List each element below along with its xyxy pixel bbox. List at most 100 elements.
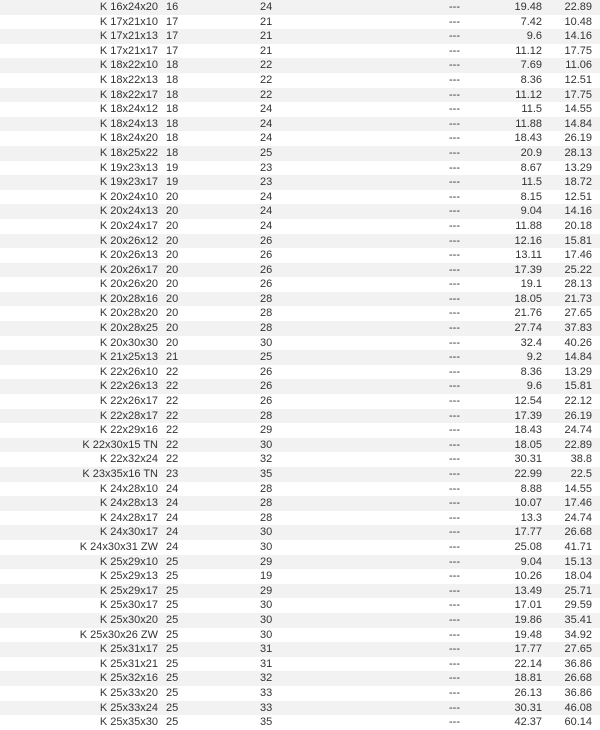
cell-dash: --- <box>390 584 464 599</box>
cell-d2: 29 <box>256 555 390 570</box>
cell-name: K 22x26x17 <box>0 394 162 409</box>
cell-dash: --- <box>390 350 464 365</box>
cell-d1: 25 <box>162 555 256 570</box>
cell-d2: 21 <box>256 29 390 44</box>
table-row: K 20x26x172026---17.3925.22 <box>0 263 600 278</box>
cell-d2: 30 <box>256 540 390 555</box>
cell-name: K 19x23x17 <box>0 175 162 190</box>
cell-d1: 24 <box>162 540 256 555</box>
cell-d2: 24 <box>256 117 390 132</box>
cell-dash: --- <box>390 29 464 44</box>
cell-p2: 21.73 <box>546 292 596 307</box>
cell-p1: 10.26 <box>464 569 546 584</box>
cell-dash: --- <box>390 88 464 103</box>
cell-name: K 20x28x20 <box>0 306 162 321</box>
cell-d2: 29 <box>256 584 390 599</box>
table-row: K 25x33x242533---30.3146.08 <box>0 701 600 716</box>
cell-d1: 22 <box>162 438 256 453</box>
cell-p1: 8.88 <box>464 482 546 497</box>
cell-p1: 25.08 <box>464 540 546 555</box>
table-row: K 24x28x102428---8.8814.55 <box>0 482 600 497</box>
cell-name: K 25x33x20 <box>0 686 162 701</box>
cell-d1: 25 <box>162 569 256 584</box>
cell-d2: 24 <box>256 190 390 205</box>
cell-p1: 32.4 <box>464 336 546 351</box>
cell-d2: 23 <box>256 161 390 176</box>
cell-name: K 24x28x17 <box>0 511 162 526</box>
cell-dash: --- <box>390 204 464 219</box>
cell-p1: 8.36 <box>464 73 546 88</box>
cell-d1: 18 <box>162 131 256 146</box>
cell-dash: --- <box>390 175 464 190</box>
cell-d1: 20 <box>162 306 256 321</box>
cell-p1: 18.43 <box>464 423 546 438</box>
cell-d2: 30 <box>256 598 390 613</box>
cell-name: K 20x26x20 <box>0 277 162 292</box>
cell-name: K 18x22x13 <box>0 73 162 88</box>
cell-p1: 19.48 <box>464 628 546 643</box>
cell-dash: --- <box>390 131 464 146</box>
cell-p2: 27.65 <box>546 642 596 657</box>
cell-p2: 26.68 <box>546 525 596 540</box>
cell-p1: 17.01 <box>464 598 546 613</box>
cell-d2: 22 <box>256 73 390 88</box>
cell-p2: 14.55 <box>546 482 596 497</box>
cell-d1: 20 <box>162 277 256 292</box>
cell-p1: 27.74 <box>464 321 546 336</box>
cell-d2: 24 <box>256 102 390 117</box>
cell-name: K 25x35x30 <box>0 715 162 730</box>
cell-name: K 25x33x24 <box>0 701 162 716</box>
table-row: K 16x24x201624---19.4822.89 <box>0 0 600 15</box>
cell-name: K 17x21x13 <box>0 29 162 44</box>
cell-p1: 19.86 <box>464 613 546 628</box>
cell-p2: 12.51 <box>546 190 596 205</box>
cell-p2: 36.86 <box>546 657 596 672</box>
cell-d2: 29 <box>256 423 390 438</box>
cell-p2: 38.8 <box>546 452 596 467</box>
cell-d1: 25 <box>162 613 256 628</box>
table-row: K 18x24x121824---11.514.55 <box>0 102 600 117</box>
table-row: K 20x30x302030---32.440.26 <box>0 336 600 351</box>
cell-d2: 35 <box>256 715 390 730</box>
cell-name: K 20x26x17 <box>0 263 162 278</box>
cell-d1: 20 <box>162 190 256 205</box>
cell-p2: 25.22 <box>546 263 596 278</box>
cell-p2: 13.29 <box>546 161 596 176</box>
cell-dash: --- <box>390 102 464 117</box>
cell-p2: 18.72 <box>546 175 596 190</box>
table-row: K 25x29x102529---9.0415.13 <box>0 555 600 570</box>
cell-p2: 27.65 <box>546 306 596 321</box>
table-row: K 25x31x172531---17.7727.65 <box>0 642 600 657</box>
cell-dash: --- <box>390 336 464 351</box>
table-row: K 17x21x131721---9.614.16 <box>0 29 600 44</box>
cell-p2: 24.74 <box>546 511 596 526</box>
cell-dash: --- <box>390 452 464 467</box>
cell-name: K 20x24x17 <box>0 219 162 234</box>
cell-d1: 18 <box>162 73 256 88</box>
cell-p2: 41.71 <box>546 540 596 555</box>
cell-d1: 19 <box>162 161 256 176</box>
cell-d1: 20 <box>162 219 256 234</box>
cell-p1: 18.43 <box>464 131 546 146</box>
cell-name: K 16x24x20 <box>0 0 162 15</box>
cell-d2: 35 <box>256 467 390 482</box>
cell-p2: 14.84 <box>546 117 596 132</box>
cell-d1: 25 <box>162 715 256 730</box>
table-row: K 22x29x162229---18.4324.74 <box>0 423 600 438</box>
cell-p1: 42.37 <box>464 715 546 730</box>
cell-p1: 10.07 <box>464 496 546 511</box>
cell-name: K 20x28x16 <box>0 292 162 307</box>
cell-p1: 9.6 <box>464 379 546 394</box>
cell-name: K 17x21x17 <box>0 44 162 59</box>
table-row: K 22x26x132226---9.615.81 <box>0 379 600 394</box>
cell-name: K 18x25x22 <box>0 146 162 161</box>
table-row: K 20x28x202028---21.7627.65 <box>0 306 600 321</box>
table-row: K 25x35x302535---42.3760.14 <box>0 715 600 730</box>
cell-d2: 26 <box>256 234 390 249</box>
table-row: K 25x30x172530---17.0129.59 <box>0 598 600 613</box>
cell-d2: 24 <box>256 0 390 15</box>
cell-dash: --- <box>390 482 464 497</box>
cell-p1: 17.39 <box>464 263 546 278</box>
cell-d2: 28 <box>256 409 390 424</box>
cell-d2: 28 <box>256 511 390 526</box>
